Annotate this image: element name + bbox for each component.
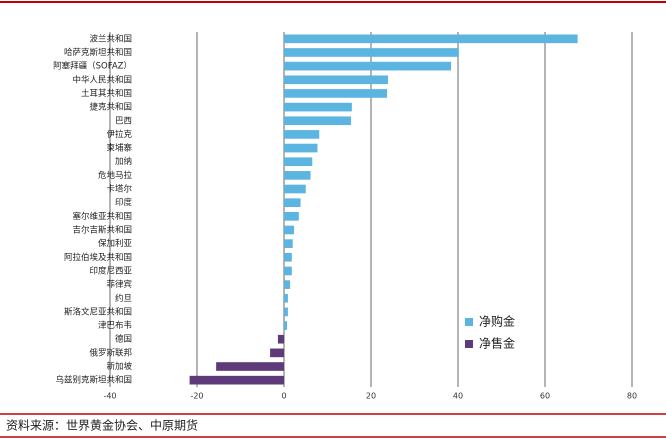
x-tick-label: -40 bbox=[103, 392, 116, 401]
bar bbox=[284, 293, 288, 303]
y-tick-label: 吉尔吉斯共和国 bbox=[72, 224, 132, 235]
bar bbox=[284, 225, 295, 235]
x-tick-label: -20 bbox=[190, 392, 203, 401]
bar bbox=[277, 334, 284, 344]
y-tick-label: 菲律宾 bbox=[106, 279, 132, 290]
x-tick-label: 40 bbox=[453, 392, 463, 401]
bar bbox=[284, 198, 301, 207]
bar bbox=[284, 280, 291, 289]
bar bbox=[284, 212, 299, 221]
y-tick-label: 中华人民共和国 bbox=[72, 74, 132, 85]
y-tick-label: 印度 bbox=[115, 197, 133, 208]
y-tick-label: 柬埔寨 bbox=[106, 143, 132, 154]
y-tick-label: 加纳 bbox=[115, 156, 132, 167]
legend-swatch bbox=[465, 340, 473, 348]
bar bbox=[284, 266, 292, 276]
y-tick-label: 伊拉克 bbox=[106, 129, 132, 140]
x-tick-label: 80 bbox=[627, 392, 637, 401]
y-tick-label: 危地马拉 bbox=[98, 170, 133, 181]
y-tick-label: 阿拉伯埃及共和国 bbox=[64, 252, 132, 263]
legend-label: 净售金 bbox=[479, 336, 515, 351]
bar bbox=[284, 143, 318, 153]
bar bbox=[189, 375, 284, 385]
bar bbox=[270, 348, 284, 358]
bar bbox=[284, 321, 288, 330]
y-tick-label: 捷克共和国 bbox=[89, 102, 132, 113]
bar bbox=[284, 252, 292, 262]
y-tick-label: 土耳其共和国 bbox=[81, 88, 132, 99]
y-tick-label: 斯洛文尼亚共和国 bbox=[64, 306, 132, 317]
bar bbox=[284, 34, 578, 44]
x-tick-label: 20 bbox=[366, 392, 376, 401]
bar bbox=[284, 171, 311, 180]
bar bbox=[284, 61, 452, 71]
y-tick-label: 保加利亚 bbox=[98, 238, 133, 249]
bar bbox=[284, 75, 388, 85]
y-tick-label: 塞尔维亚共和国 bbox=[72, 211, 132, 222]
y-tick-label: 哈萨克斯坦共和国 bbox=[64, 47, 132, 58]
bar bbox=[284, 89, 388, 98]
bar bbox=[216, 362, 284, 371]
y-tick-label: 津巴布韦 bbox=[98, 320, 132, 331]
legend-label: 净购金 bbox=[479, 314, 515, 329]
bar bbox=[284, 184, 306, 194]
source-note: 资料来源：世界黄金协会、中原期货 bbox=[6, 418, 198, 433]
y-tick-label: 巴西 bbox=[115, 116, 132, 126]
y-tick-label: 约旦 bbox=[115, 293, 132, 304]
y-tick-label: 印度尼西亚 bbox=[89, 265, 132, 276]
bar bbox=[284, 157, 313, 167]
bar bbox=[284, 307, 288, 317]
bar bbox=[284, 102, 352, 112]
x-tick-label: 60 bbox=[540, 392, 550, 401]
y-tick-label: 阿塞拜疆（SOFAZ） bbox=[53, 61, 132, 72]
x-tick-label: 0 bbox=[281, 392, 286, 401]
bar bbox=[284, 116, 351, 126]
y-tick-label: 乌兹别克斯坦共和国 bbox=[55, 375, 132, 386]
bar bbox=[284, 130, 320, 139]
y-tick-label: 卡塔尔 bbox=[106, 184, 132, 195]
y-tick-label: 新加坡 bbox=[106, 361, 132, 372]
legend-swatch bbox=[465, 318, 473, 326]
y-tick-label: 德国 bbox=[115, 334, 132, 345]
y-tick-label: 波兰共和国 bbox=[89, 33, 132, 44]
bar bbox=[284, 239, 293, 248]
y-tick-label: 俄罗斯联邦 bbox=[89, 347, 132, 358]
bar bbox=[284, 48, 459, 57]
